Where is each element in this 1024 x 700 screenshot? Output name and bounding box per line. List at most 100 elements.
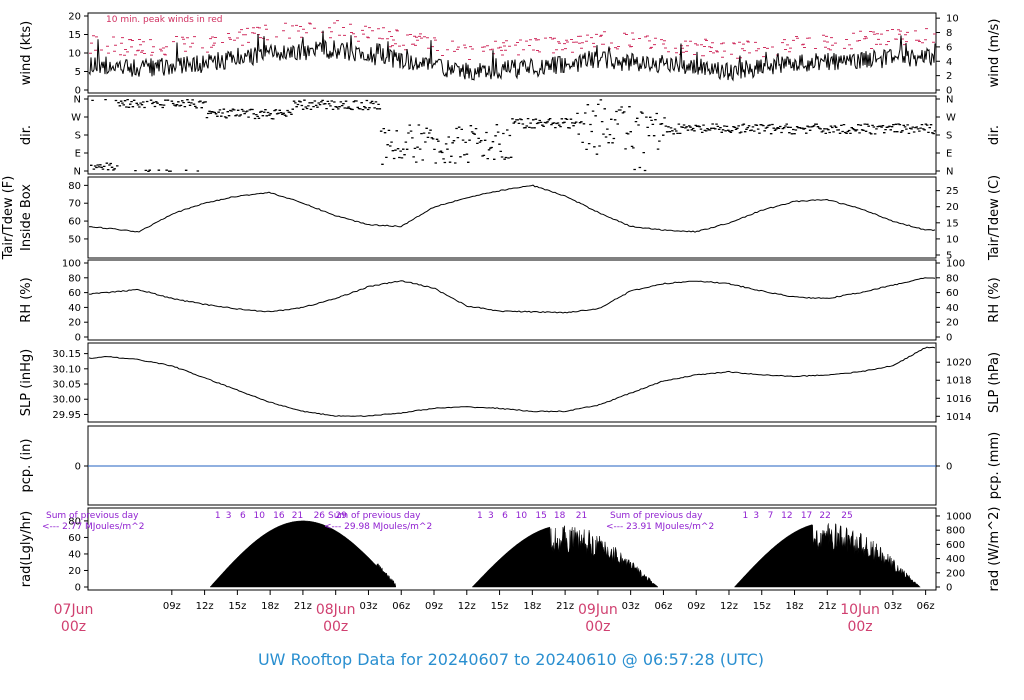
day-marker-time: 00z xyxy=(323,619,348,635)
temperature-left-tick-70: 70 xyxy=(68,199,81,210)
panel-frame-3 xyxy=(87,259,937,341)
radiation-right-tick-800: 800 xyxy=(946,526,965,537)
radiation-note-title-2: Sum of previous day xyxy=(328,511,421,521)
time-tick-label: 21z xyxy=(294,601,312,612)
radiation-note-sum-1: <--- 2.77 MJoules/m^2 xyxy=(42,522,144,532)
pressure-left-tick-30.15: 30.15 xyxy=(52,349,81,360)
time-tick-label: 18z xyxy=(523,601,541,612)
pressure-axis-label-right: SLP (hPa) xyxy=(987,352,1002,413)
dir-left-tick-3: W xyxy=(71,113,81,124)
radiation-hour-label: 1 xyxy=(477,511,483,521)
time-tick-label: 15z xyxy=(753,601,771,612)
radiation-left-tick-40: 40 xyxy=(68,549,81,560)
radiation-left-tick-20: 20 xyxy=(68,566,81,577)
humidity-left-tick-40: 40 xyxy=(68,303,81,314)
temperature-right-tick-10: 10 xyxy=(946,234,959,245)
radiation-hour-label: 3 xyxy=(753,511,759,521)
time-tick-label: 06z xyxy=(392,601,410,612)
dir-right-tick-0: N xyxy=(946,167,953,178)
dir-axis-label-left: dir. xyxy=(19,125,34,145)
chart-footer-title: UW Rooftop Data for 20240607 to 20240610… xyxy=(258,650,764,669)
humidity-right-tick-0: 0 xyxy=(946,333,952,344)
pressure-left-tick-30.10: 30.10 xyxy=(52,364,81,375)
time-tick-label: 12z xyxy=(458,601,476,612)
wind-kts-tick-5: 5 xyxy=(75,67,81,78)
wind-direction-points xyxy=(90,98,937,173)
radiation-hour-label: 18 xyxy=(554,511,566,521)
time-tick-label: 12z xyxy=(720,601,738,612)
radiation-right-tick-200: 200 xyxy=(946,568,965,579)
time-tick-label: 15z xyxy=(491,601,509,612)
radiation-hour-label: 3 xyxy=(488,511,494,521)
radiation-area-day-3 xyxy=(733,523,921,588)
time-tick-label: 03z xyxy=(884,601,902,612)
wind-ms-tick-6: 6 xyxy=(946,42,952,53)
pressure-right-tick-1018: 1018 xyxy=(946,376,971,387)
precip-axis-label: pcp. (in) xyxy=(19,439,34,493)
dir-left-tick-1: E xyxy=(75,149,81,160)
time-tick-label: 09z xyxy=(425,601,443,612)
radiation-right-tick-600: 600 xyxy=(946,540,965,551)
humidity-right-tick-60: 60 xyxy=(946,288,959,299)
radiation-note-title-3: Sum of previous day xyxy=(610,511,703,521)
humidity-line xyxy=(88,277,936,314)
humidity-right-tick-80: 80 xyxy=(946,273,959,284)
radiation-hour-label: 21 xyxy=(576,511,587,521)
time-tick-label: 12z xyxy=(196,601,214,612)
radiation-area-day-1 xyxy=(209,520,397,588)
wind-ms-tick-4: 4 xyxy=(946,57,952,68)
humidity-axis-label-right: RH (%) xyxy=(987,277,1002,322)
radiation-hour-label: 12 xyxy=(781,511,792,521)
temperature-axis-label: Tair/Tdew (F) xyxy=(1,176,16,261)
dir-left-tick-4: N xyxy=(74,95,81,106)
radiation-hour-label: 6 xyxy=(240,511,246,521)
humidity-left-tick-60: 60 xyxy=(68,288,81,299)
time-tick-label: 15z xyxy=(228,601,246,612)
radiation-left-tick-80: 80 xyxy=(68,516,81,527)
day-marker-date: 09Jun xyxy=(578,602,618,618)
time-tick-label: 21z xyxy=(556,601,574,612)
radiation-left-tick-0: 0 xyxy=(75,583,81,594)
wind-kts-axis-label: wind (kts) xyxy=(19,21,34,85)
wind-ms-tick-2: 2 xyxy=(946,71,952,82)
dir-right-tick-4: N xyxy=(946,95,953,106)
day-marker-time: 00z xyxy=(61,619,86,635)
temperature-right-tick-20: 20 xyxy=(946,202,959,213)
humidity-left-tick-80: 80 xyxy=(68,273,81,284)
radiation-left-tick-60: 60 xyxy=(68,533,81,544)
precip-right-tick-0: 0 xyxy=(946,462,952,473)
humidity-axis-label: RH (%) xyxy=(19,277,34,322)
humidity-left-tick-0: 0 xyxy=(75,333,81,344)
radiation-hour-label: 29 xyxy=(335,511,347,521)
day-marker-time: 00z xyxy=(847,619,872,635)
day-marker-date: 10Jun xyxy=(840,602,880,618)
wind-kts-tick-15: 15 xyxy=(68,30,81,41)
dir-left-tick-2: S xyxy=(75,131,81,142)
humidity-left-tick-20: 20 xyxy=(68,318,81,329)
radiation-hour-label: 26 xyxy=(314,511,326,521)
wind-speed-line xyxy=(88,30,936,82)
wind-ms-tick-10: 10 xyxy=(946,14,959,25)
radiation-note-sum-3: <--- 23.91 MJoules/m^2 xyxy=(606,522,714,532)
radiation-hour-label: 17 xyxy=(801,511,812,521)
wind-kts-tick-10: 10 xyxy=(68,49,81,60)
day-marker-date: 08Jun xyxy=(316,602,356,618)
pressure-line xyxy=(88,346,936,417)
time-tick-label: 21z xyxy=(818,601,836,612)
time-tick-label: 03z xyxy=(622,601,640,612)
wind-kts-tick-20: 20 xyxy=(68,12,81,23)
temperature-right-tick-5: 5 xyxy=(946,251,952,262)
pressure-axis-label: SLP (inHg) xyxy=(19,349,34,417)
pressure-left-tick-29.95: 29.95 xyxy=(52,410,81,421)
radiation-hour-label: 16 xyxy=(273,511,285,521)
time-tick-label: 03z xyxy=(359,601,377,612)
panel-frame-4 xyxy=(87,342,937,423)
pressure-right-tick-1020: 1020 xyxy=(946,358,971,369)
humidity-right-tick-20: 20 xyxy=(946,318,959,329)
pressure-right-tick-1016: 1016 xyxy=(946,394,971,405)
wind-ms-axis-label: wind (m/s) xyxy=(987,19,1002,88)
dir-axis-label-right: dir. xyxy=(987,125,1002,145)
panel-frame-0 xyxy=(87,12,937,94)
panel-frame-1 xyxy=(87,95,937,175)
